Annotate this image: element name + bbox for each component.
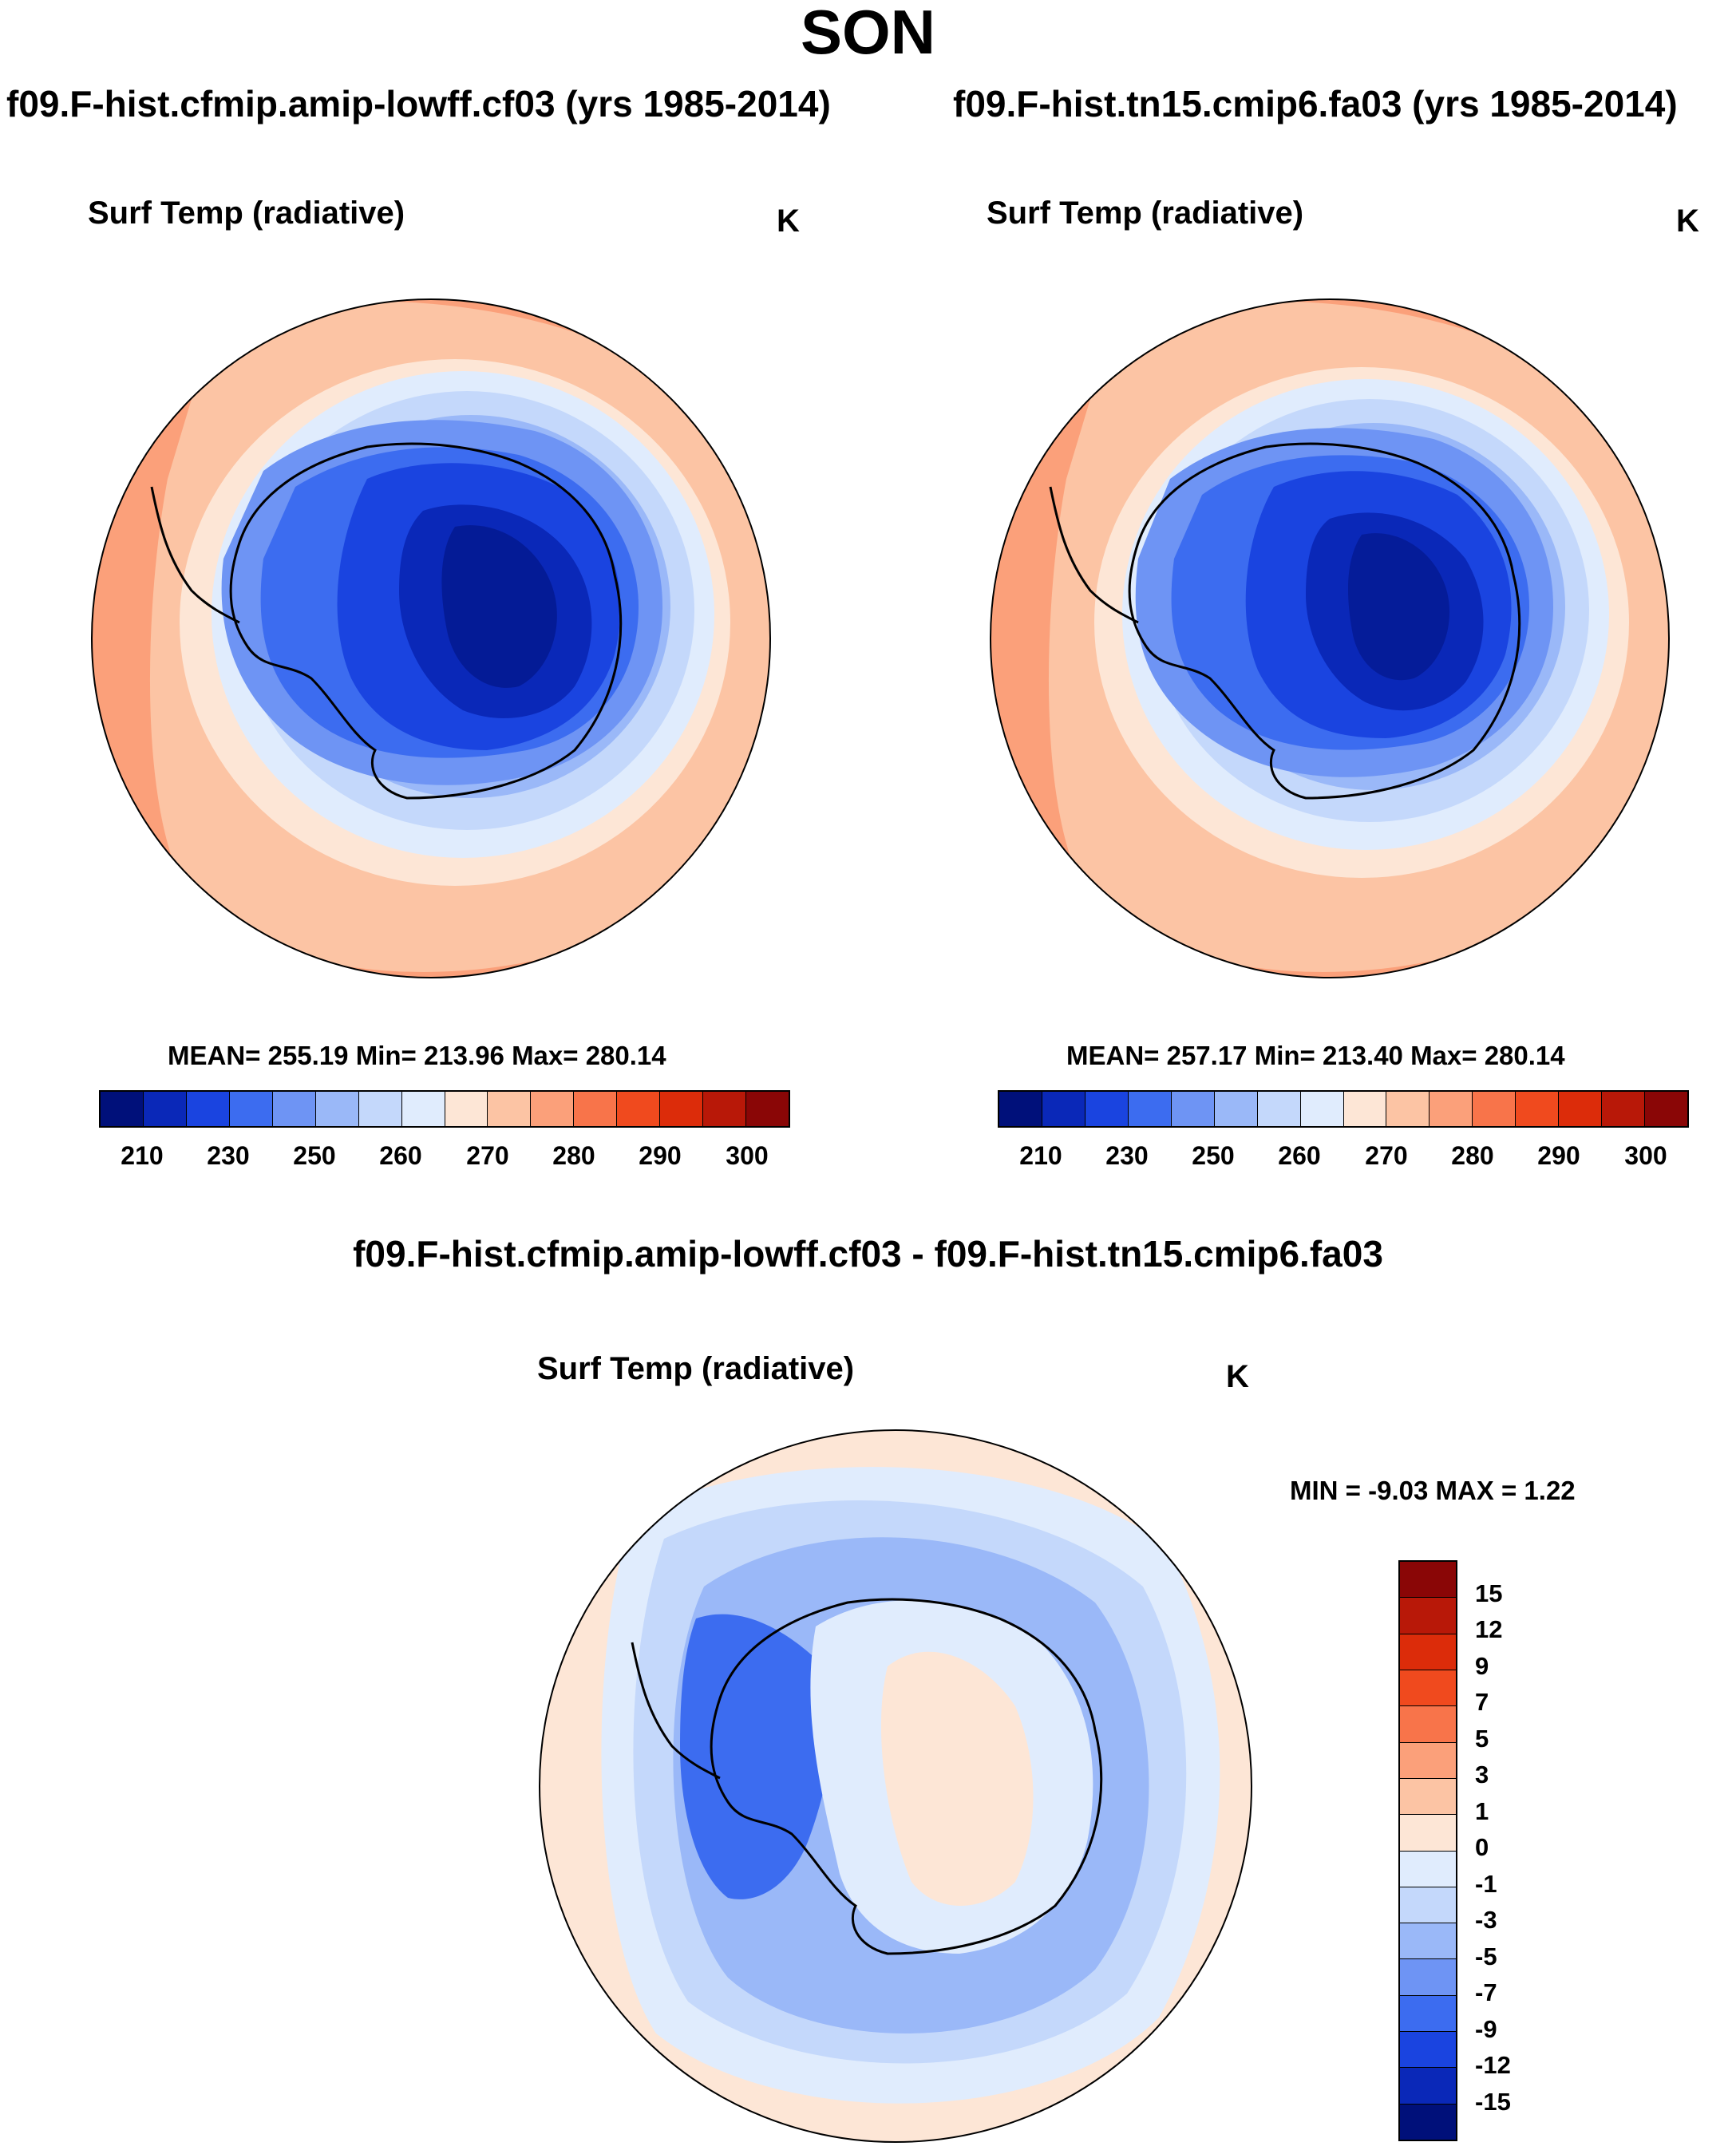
right-colorbar-swatch: [1430, 1092, 1473, 1126]
left-colorbar-tick: 290: [639, 1141, 682, 1170]
left-colorbar-swatch: [660, 1092, 704, 1126]
right-colorbar-tick: 270: [1365, 1141, 1408, 1170]
difference-polar-map: [539, 1429, 1252, 2143]
left-colorbar-swatch: [574, 1092, 618, 1126]
difference-colorbar-swatch: [1400, 1742, 1456, 1779]
difference-colorbar-tick: 15: [1475, 1579, 1503, 1607]
right-colorbar-swatch: [1214, 1092, 1258, 1126]
left-colorbar-tick: 250: [293, 1141, 336, 1170]
right-colorbar-tick: 260: [1278, 1141, 1321, 1170]
difference-colorbar-tick: 5: [1475, 1725, 1489, 1753]
left-colorbar-swatch: [101, 1092, 144, 1126]
right-colorbar-swatch: [1516, 1092, 1560, 1126]
difference-colorbar-swatch: [1400, 1995, 1456, 2033]
right-colorbar-swatch: [1343, 1092, 1387, 1126]
right-colorbar-swatch: [999, 1092, 1042, 1126]
left-colorbar-tick: 300: [726, 1141, 769, 1170]
right-colorbar-tick: 250: [1192, 1141, 1235, 1170]
left-colorbar-tick: 230: [207, 1141, 250, 1170]
difference-colorbar-swatch: [1400, 1634, 1456, 1670]
right-colorbar-tick: 210: [1019, 1141, 1062, 1170]
difference-colorbar-tick: -15: [1475, 2088, 1511, 2116]
right-colorbar-swatch: [1559, 1092, 1603, 1126]
difference-colorbar-swatch: [1400, 1851, 1456, 1887]
difference-stats: MIN = -9.03 MAX = 1.22: [1290, 1476, 1576, 1505]
difference-colorbar-tick: -1: [1475, 1870, 1497, 1898]
left-stats: MEAN= 255.19 Min= 213.96 Max= 280.14: [168, 1041, 666, 1070]
difference-colorbar-swatch: [1400, 2068, 1456, 2105]
left-colorbar-swatch: [703, 1092, 747, 1126]
right-variable-label: Surf Temp (radiative): [987, 196, 1304, 231]
right-colorbar-tick: 230: [1105, 1141, 1149, 1170]
difference-colorbar-swatch: [1400, 1887, 1456, 1924]
left-colorbar-swatch: [143, 1092, 187, 1126]
left-colorbar-swatch: [488, 1092, 532, 1126]
right-colorbar-swatch: [1042, 1092, 1085, 1126]
left-colorbar-swatch: [445, 1092, 488, 1126]
difference-colorbar-tick: 7: [1475, 1688, 1489, 1716]
difference-colorbar: [1398, 1560, 1457, 2141]
right-run-title: f09.F-hist.tn15.cmip6.fa03 (yrs 1985-201…: [953, 83, 1678, 124]
left-colorbar-swatch: [186, 1092, 230, 1126]
difference-colorbar-swatch: [1400, 1670, 1456, 1707]
right-polar-map: [990, 298, 1670, 978]
right-colorbar-swatch: [1386, 1092, 1430, 1126]
figure-title: SON: [800, 0, 936, 67]
right-colorbar-tick: 300: [1624, 1141, 1667, 1170]
difference-colorbar-swatch: [1400, 1706, 1456, 1743]
difference-colorbar-tick: -3: [1475, 1906, 1497, 1934]
left-run-title: f09.F-hist.cfmip.amip-lowff.cf03 (yrs 19…: [6, 83, 831, 124]
right-colorbar-tick: 290: [1537, 1141, 1580, 1170]
difference-colorbar-tick: 12: [1475, 1615, 1503, 1643]
left-colorbar-swatch: [229, 1092, 273, 1126]
difference-colorbar-tick: 1: [1475, 1797, 1489, 1825]
difference-units-label: K: [1226, 1359, 1249, 1394]
left-colorbar-tick: 270: [466, 1141, 509, 1170]
right-colorbar-swatch: [1645, 1092, 1687, 1126]
difference-colorbar-tick: 9: [1475, 1652, 1489, 1680]
difference-variable-label: Surf Temp (radiative): [537, 1351, 855, 1386]
right-colorbar-swatch: [1602, 1092, 1646, 1126]
right-colorbar: [998, 1090, 1689, 1128]
difference-colorbar-tick: -7: [1475, 1978, 1497, 2006]
difference-colorbar-swatch: [1400, 1778, 1456, 1816]
left-colorbar-swatch: [617, 1092, 661, 1126]
difference-colorbar-tick: -9: [1475, 2015, 1497, 2043]
difference-title: f09.F-hist.cfmip.amip-lowff.cf03 - f09.F…: [353, 1233, 1383, 1275]
difference-colorbar-swatch: [1400, 1598, 1456, 1634]
right-colorbar-swatch: [1171, 1092, 1215, 1126]
difference-colorbar-tick: -12: [1475, 2051, 1511, 2079]
right-colorbar-swatch: [1085, 1092, 1129, 1126]
left-units-label: K: [777, 204, 800, 239]
left-polar-map: [91, 298, 771, 978]
left-colorbar-swatch: [401, 1092, 445, 1126]
difference-colorbar-swatch: [1400, 2104, 1456, 2140]
left-colorbar-tick: 210: [121, 1141, 164, 1170]
right-colorbar-swatch: [1257, 1092, 1301, 1126]
difference-colorbar-tick: 3: [1475, 1761, 1489, 1788]
right-colorbar-swatch: [1300, 1092, 1344, 1126]
left-colorbar-swatch: [531, 1092, 575, 1126]
right-colorbar-swatch: [1128, 1092, 1172, 1126]
difference-colorbar-swatch: [1400, 1923, 1456, 1960]
right-stats: MEAN= 257.17 Min= 213.40 Max= 280.14: [1066, 1041, 1565, 1070]
right-colorbar-tick: 280: [1451, 1141, 1494, 1170]
right-units-label: K: [1676, 204, 1699, 239]
difference-colorbar-tick: -5: [1475, 1943, 1497, 1970]
difference-colorbar-swatch: [1400, 1562, 1456, 1599]
difference-colorbar-tick: 0: [1475, 1833, 1489, 1861]
difference-colorbar-swatch: [1400, 1815, 1456, 1852]
difference-colorbar-swatch: [1400, 1959, 1456, 1996]
left-colorbar-swatch: [272, 1092, 316, 1126]
left-colorbar-swatch: [315, 1092, 359, 1126]
right-colorbar-swatch: [1473, 1092, 1517, 1126]
left-colorbar: [99, 1090, 790, 1128]
left-colorbar-swatch: [746, 1092, 789, 1126]
left-colorbar-tick: 260: [379, 1141, 422, 1170]
difference-colorbar-swatch: [1400, 2032, 1456, 2069]
left-colorbar-swatch: [358, 1092, 402, 1126]
left-variable-label: Surf Temp (radiative): [88, 196, 405, 231]
left-colorbar-tick: 280: [552, 1141, 595, 1170]
